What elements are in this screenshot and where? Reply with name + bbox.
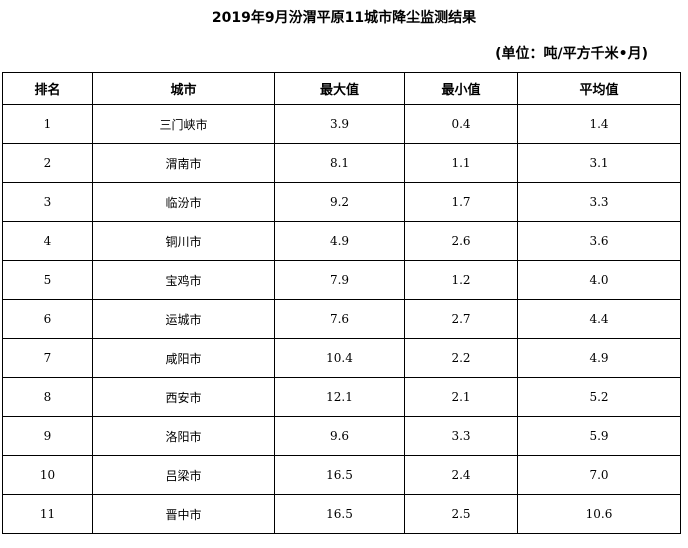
cell-city: 咸阳市 xyxy=(92,338,275,378)
cell-min: 1.1 xyxy=(404,143,518,183)
header-max: 最大值 xyxy=(274,72,405,105)
cell-min: 0.4 xyxy=(404,104,518,144)
header-rank: 排名 xyxy=(2,72,93,105)
cell-max: 16.5 xyxy=(274,494,405,534)
cell-rank: 7 xyxy=(2,338,93,378)
cell-rank: 1 xyxy=(2,104,93,144)
cell-avg: 3.6 xyxy=(517,221,681,261)
cell-max: 7.6 xyxy=(274,299,405,339)
cell-rank: 2 xyxy=(2,143,93,183)
cell-min: 2.7 xyxy=(404,299,518,339)
cell-rank: 3 xyxy=(2,182,93,222)
cell-avg: 4.9 xyxy=(517,338,681,378)
cell-city: 铜川市 xyxy=(92,221,275,261)
table-row: 9 洛阳市 9.6 3.3 5.9 xyxy=(2,416,681,456)
cell-rank: 6 xyxy=(2,299,93,339)
table-row: 8 西安市 12.1 2.1 5.2 xyxy=(2,377,681,417)
cell-max: 16.5 xyxy=(274,455,405,495)
cell-avg: 10.6 xyxy=(517,494,681,534)
cell-min: 1.2 xyxy=(404,260,518,300)
cell-min: 1.7 xyxy=(404,182,518,222)
table-row: 3 临汾市 9.2 1.7 3.3 xyxy=(2,182,681,222)
cell-city: 吕梁市 xyxy=(92,455,275,495)
cell-max: 9.6 xyxy=(274,416,405,456)
cell-min: 2.1 xyxy=(404,377,518,417)
cell-city: 临汾市 xyxy=(92,182,275,222)
cell-rank: 11 xyxy=(2,494,93,534)
cell-min: 3.3 xyxy=(404,416,518,456)
cell-min: 2.6 xyxy=(404,221,518,261)
cell-avg: 1.4 xyxy=(517,104,681,144)
cell-rank: 10 xyxy=(2,455,93,495)
cell-avg: 4.0 xyxy=(517,260,681,300)
cell-avg: 5.2 xyxy=(517,377,681,417)
cell-max: 4.9 xyxy=(274,221,405,261)
table-row: 5 宝鸡市 7.9 1.2 4.0 xyxy=(2,260,681,300)
header-min: 最小值 xyxy=(404,72,518,105)
page-title: 2019年9月汾渭平原11城市降尘监测结果 xyxy=(211,10,477,26)
cell-max: 9.2 xyxy=(274,182,405,222)
table-row: 2 渭南市 8.1 1.1 3.1 xyxy=(2,143,681,183)
table-row: 6 运城市 7.6 2.7 4.4 xyxy=(2,299,681,339)
header-city: 城市 xyxy=(92,72,275,105)
cell-city: 晋中市 xyxy=(92,494,275,534)
cell-min: 2.2 xyxy=(404,338,518,378)
cell-max: 3.9 xyxy=(274,104,405,144)
table-row: 1 三门峡市 3.9 0.4 1.4 xyxy=(2,104,681,144)
table-row: 10 吕梁市 16.5 2.4 7.0 xyxy=(2,455,681,495)
cell-city: 洛阳市 xyxy=(92,416,275,456)
cell-avg: 3.1 xyxy=(517,143,681,183)
cell-rank: 8 xyxy=(2,377,93,417)
cell-city: 运城市 xyxy=(92,299,275,339)
unit-label: (单位：吨/平方千米•月) xyxy=(495,46,648,62)
table-row: 7 咸阳市 10.4 2.2 4.9 xyxy=(2,338,681,378)
cell-rank: 4 xyxy=(2,221,93,261)
cell-min: 2.4 xyxy=(404,455,518,495)
cell-rank: 9 xyxy=(2,416,93,456)
cell-min: 2.5 xyxy=(404,494,518,534)
cell-avg: 7.0 xyxy=(517,455,681,495)
table-header-row: 排名 城市 最大值 最小值 平均值 xyxy=(2,72,681,105)
cell-city: 三门峡市 xyxy=(92,104,275,144)
header-avg: 平均值 xyxy=(517,72,681,105)
cell-city: 渭南市 xyxy=(92,143,275,183)
cell-rank: 5 xyxy=(2,260,93,300)
cell-max: 8.1 xyxy=(274,143,405,183)
cell-avg: 5.9 xyxy=(517,416,681,456)
cell-max: 7.9 xyxy=(274,260,405,300)
cell-max: 12.1 xyxy=(274,377,405,417)
table-row: 11 晋中市 16.5 2.5 10.6 xyxy=(2,494,681,534)
cell-city: 宝鸡市 xyxy=(92,260,275,300)
cell-max: 10.4 xyxy=(274,338,405,378)
cell-avg: 4.4 xyxy=(517,299,681,339)
cell-city: 西安市 xyxy=(92,377,275,417)
dust-monitoring-table: 排名 城市 最大值 最小值 平均值 1 三门峡市 3.9 0.4 1.4 2 渭… xyxy=(2,72,681,534)
cell-avg: 3.3 xyxy=(517,182,681,222)
table-row: 4 铜川市 4.9 2.6 3.6 xyxy=(2,221,681,261)
